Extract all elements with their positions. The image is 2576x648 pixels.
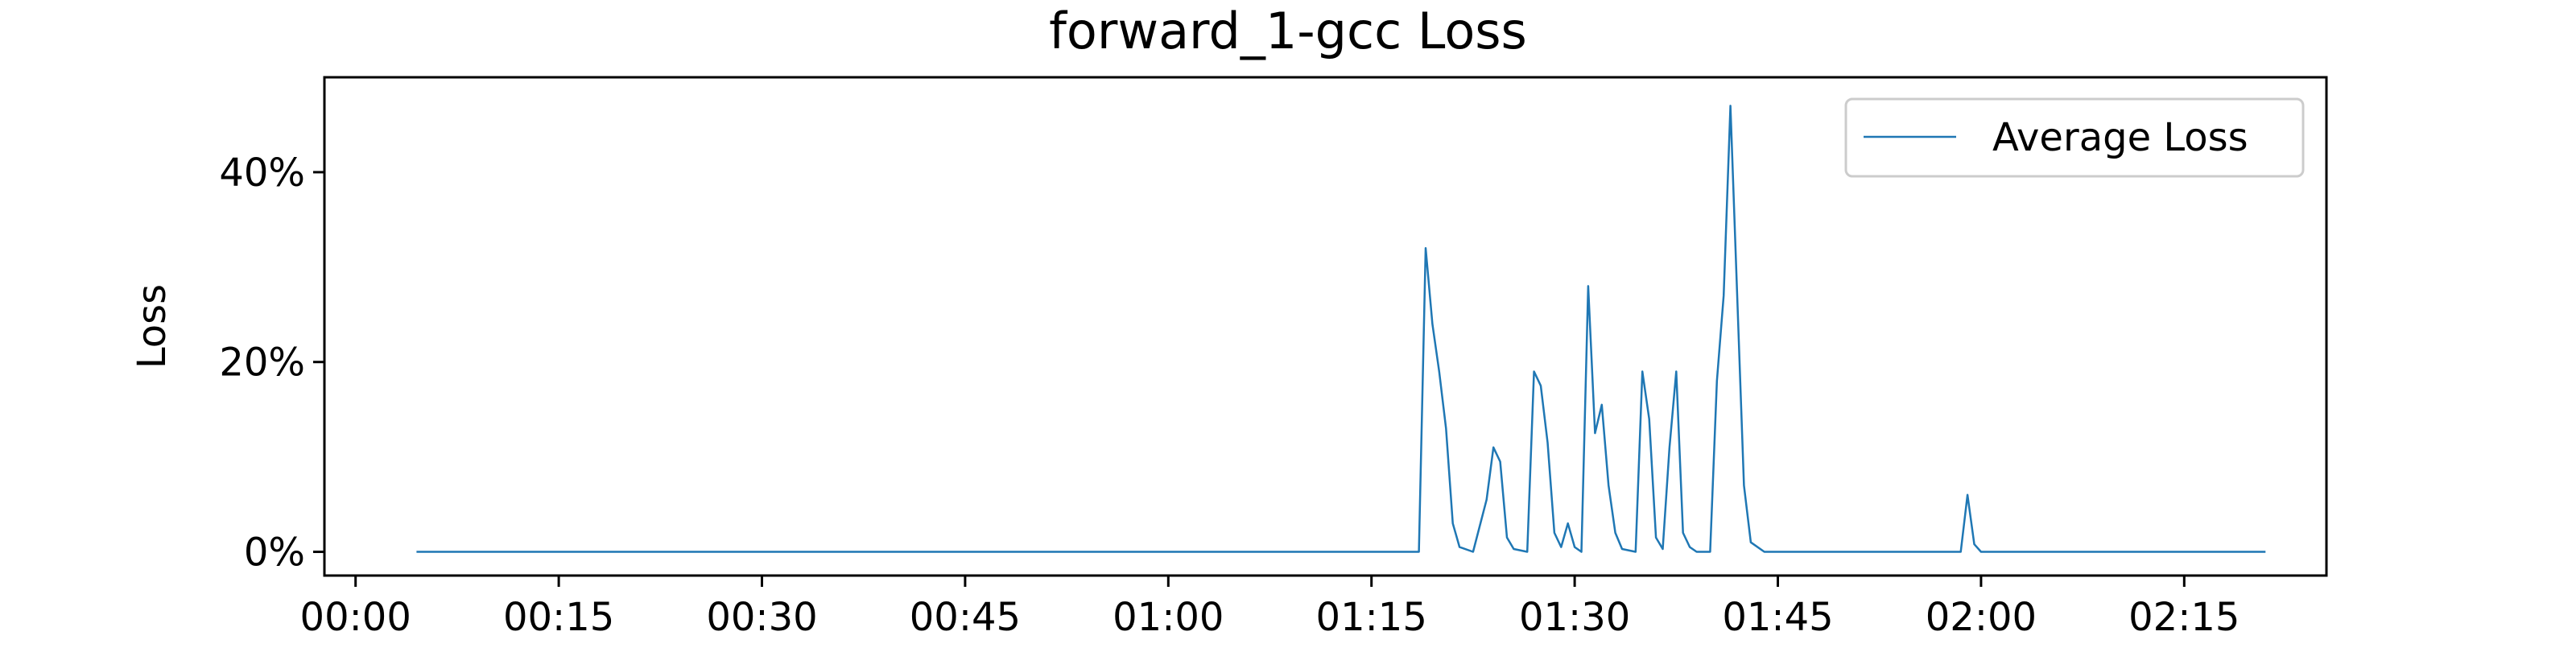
axes-frame bbox=[323, 76, 2328, 577]
x-tick-label-5: 01:15 bbox=[1316, 595, 1427, 640]
x-tick-label-8: 02:00 bbox=[1926, 595, 2037, 640]
legend: Average Loss bbox=[1844, 97, 2305, 178]
x-tick-label-6: 01:30 bbox=[1519, 595, 1630, 640]
x-tick-label-4: 01:00 bbox=[1113, 595, 1224, 640]
y-tick-label-0: 0% bbox=[244, 530, 305, 576]
x-tick-label-1: 00:15 bbox=[503, 595, 614, 640]
x-tick-label-0: 00:00 bbox=[300, 595, 411, 640]
y-tick-label-1: 20% bbox=[219, 341, 305, 386]
x-tick-label-9: 02:15 bbox=[2128, 595, 2240, 640]
chart-title: forward_1-gcc Loss bbox=[1049, 2, 1527, 60]
plot-area: 00:00 00:15 00:30 00:45 01:00 01:15 01:30 01:45… bbox=[219, 76, 2328, 640]
y-axis-label: Loss bbox=[130, 284, 175, 369]
y-tick-label-2: 40% bbox=[219, 151, 305, 196]
series-line-0 bbox=[416, 105, 2266, 553]
legend-box bbox=[1844, 97, 2305, 178]
x-tick-label-2: 00:30 bbox=[706, 595, 817, 640]
x-tick-label-3: 00:45 bbox=[910, 595, 1021, 640]
legend-label-average-loss: Average Loss bbox=[1992, 115, 2248, 160]
x-tick-label-7: 01:45 bbox=[1722, 595, 1833, 640]
